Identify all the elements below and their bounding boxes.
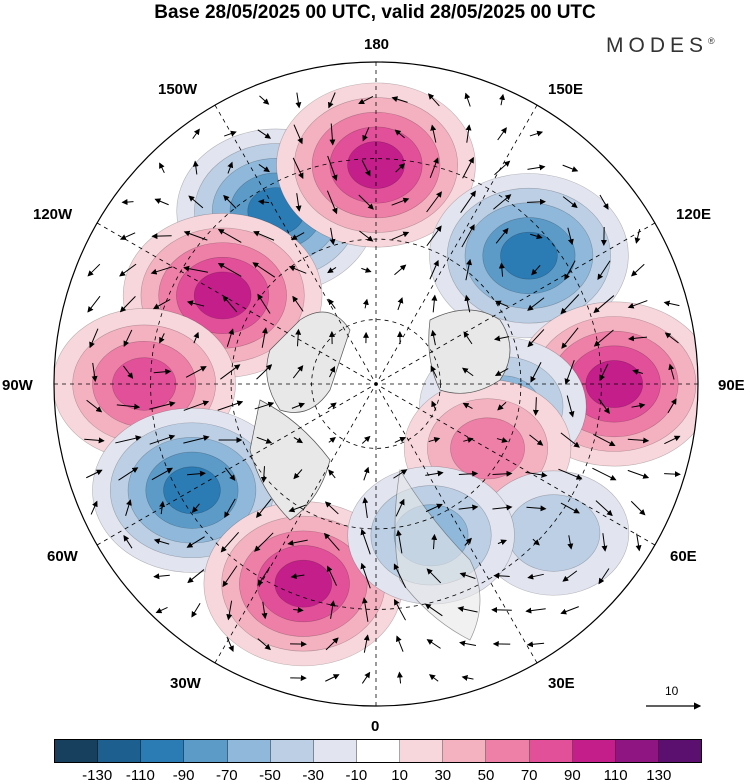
wind-vector <box>122 202 133 203</box>
reference-vector-label: 10 <box>665 684 678 698</box>
wind-vector <box>527 202 545 203</box>
colorbar-segment <box>228 740 271 762</box>
colorbar-segment <box>659 740 701 762</box>
colorbar-tick-label: -70 <box>216 767 238 784</box>
colorbar-segment <box>400 740 443 762</box>
colorbar-tick-label: 110 <box>604 767 628 784</box>
anomaly-contour <box>275 560 332 607</box>
colorbar-tick-label: 50 <box>478 767 495 784</box>
lon-label-60w: 60W <box>47 548 78 565</box>
colorbar-segment <box>314 740 357 762</box>
anomaly-contour <box>507 495 600 572</box>
colorbar-tick-label: 90 <box>564 767 581 784</box>
colorbar-segment <box>357 740 400 762</box>
lon-label-120e: 120E <box>676 206 711 223</box>
lon-label-120w: 120W <box>33 206 72 223</box>
lon-label-150e: 150E <box>548 81 583 98</box>
colorbar-segment <box>573 740 616 762</box>
colorbar-segment <box>486 740 529 762</box>
colorbar-segment <box>530 740 573 762</box>
colorbar-tick-label: 130 <box>646 767 671 784</box>
wind-vector <box>664 474 680 475</box>
colorbar-segment <box>271 740 314 762</box>
colorbar-tick-label: -130 <box>82 767 112 784</box>
colorbar-tick-label: -10 <box>346 767 368 784</box>
lon-label-90w: 90W <box>2 377 33 394</box>
colorbar-segment <box>616 740 659 762</box>
colorbar <box>54 739 702 763</box>
lon-label-90e: 90E <box>718 377 745 394</box>
map-disc <box>40 50 720 730</box>
lon-label-30e: 30E <box>548 675 575 692</box>
colorbar-segment <box>141 740 184 762</box>
colorbar-tick-label: -30 <box>302 767 324 784</box>
lon-label-30w: 30W <box>170 675 201 692</box>
colorbar-segment <box>55 740 98 762</box>
siberia-coast <box>429 310 510 393</box>
colorbar-tick-label: 10 <box>391 767 408 784</box>
lon-label-150w: 150W <box>158 81 197 98</box>
lon-label-180: 180 <box>364 36 389 53</box>
lon-label-0: 0 <box>371 718 379 735</box>
anomaly-contour <box>348 142 405 189</box>
wind-vector <box>152 236 171 237</box>
colorbar-tick-label: -90 <box>173 767 195 784</box>
colorbar-segment <box>98 740 141 762</box>
colorbar-tick-label: -50 <box>259 767 281 784</box>
colorbar-tick-label: 70 <box>521 767 538 784</box>
colorbar-segment <box>184 740 227 762</box>
colorbar-segment <box>443 740 486 762</box>
lon-label-60e: 60E <box>670 548 697 565</box>
colorbar-tick-label: 30 <box>434 767 451 784</box>
colorbar-tick-label: -110 <box>126 767 155 784</box>
